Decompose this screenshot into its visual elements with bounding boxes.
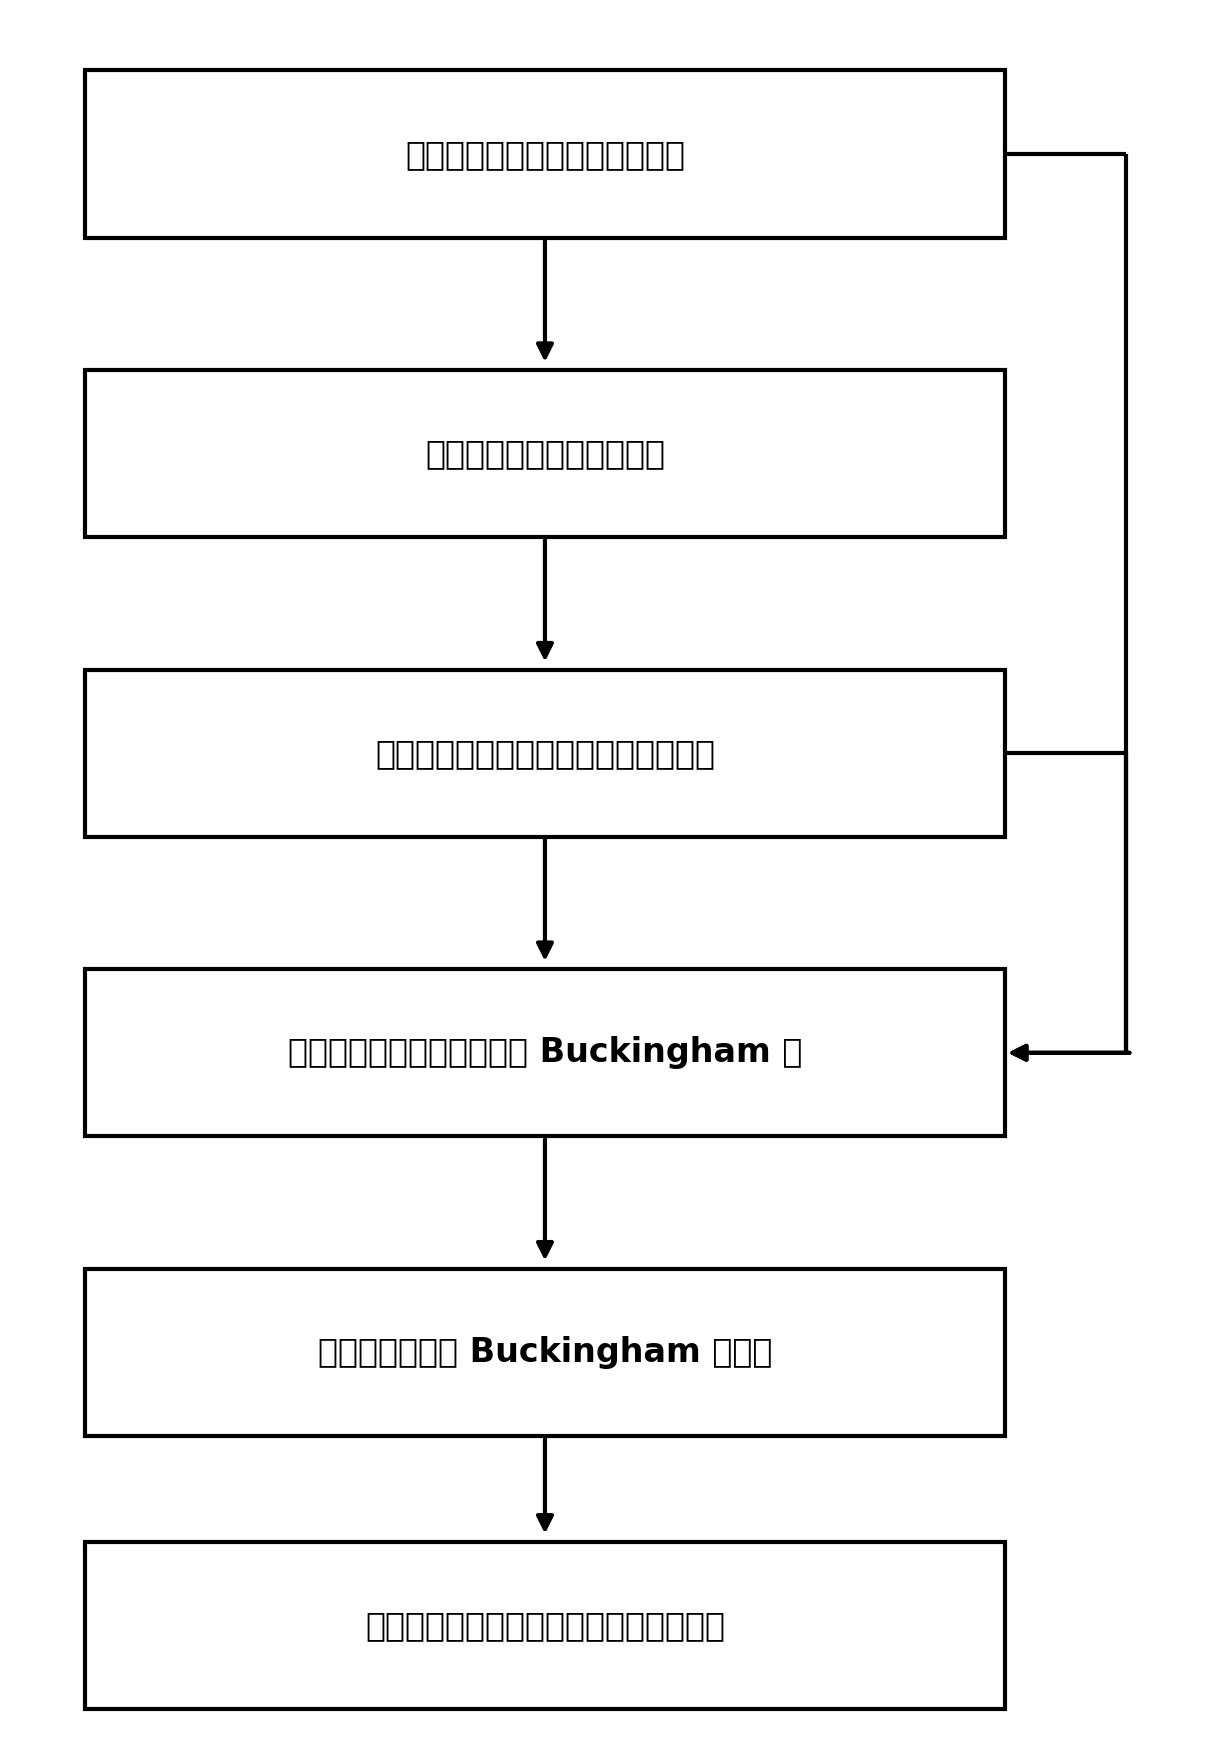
Bar	[85, 670, 1005, 837]
Bar	[85, 1269, 1005, 1436]
Text: 计算熔盐体系中离子的电荷: 计算熔盐体系中离子的电荷	[425, 437, 665, 470]
Bar	[85, 70, 1005, 238]
Text: 分子模拟计算熔盐的离子结构和输运性质: 分子模拟计算熔盐的离子结构和输运性质	[365, 1609, 725, 1642]
Bar	[85, 1542, 1005, 1709]
Text: 非线性拟合得到 Buckingham 势参数: 非线性拟合得到 Buckingham 势参数	[317, 1336, 773, 1369]
Bar	[85, 969, 1005, 1136]
Bar	[85, 370, 1005, 537]
Text: 计算熔盐体系中离子对的势能面: 计算熔盐体系中离子对的势能面	[404, 137, 685, 171]
Text: 分解静电相互作用势，得到 Buckingham 势: 分解静电相互作用势，得到 Buckingham 势	[288, 1036, 802, 1070]
Text: 计算熔盐体系中离子的静电相互作用势: 计算熔盐体系中离子的静电相互作用势	[375, 737, 714, 770]
